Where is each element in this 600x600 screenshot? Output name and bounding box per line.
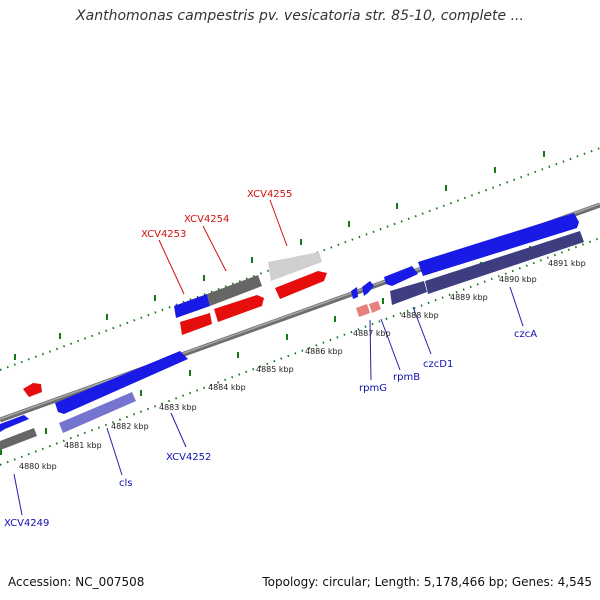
gene-label[interactable]: rpmB (393, 372, 420, 383)
gene-arrow-cls[interactable] (55, 351, 188, 414)
gene-arrow-czcD1[interactable] (384, 266, 418, 286)
gene-arrow-XCV4254[interactable] (207, 275, 262, 306)
gene-label[interactable]: XCV4249 (4, 518, 49, 529)
rna-feature-rpmG[interactable] (356, 304, 370, 317)
feature-bar-cls[interactable] (59, 392, 136, 433)
gene-label[interactable]: rpmG (359, 383, 387, 394)
gene-arrow-XCV4253[interactable] (174, 294, 210, 318)
gene-features[interactable] (0, 213, 584, 450)
tick-label: 4885 kbp (256, 365, 294, 374)
gene-arrow-XCV4249[interactable] (0, 415, 29, 432)
feature-bar-czcA[interactable] (425, 231, 584, 294)
rna-feature-rpmB[interactable] (369, 301, 381, 313)
gene-label[interactable]: XCV4254 (184, 214, 229, 225)
tick-label: 4880 kbp (19, 462, 57, 471)
dotted-track-upper (0, 147, 600, 371)
gene-arrow-rpmG[interactable] (351, 287, 358, 299)
dotted-track-lower (0, 237, 600, 466)
gene-label[interactable]: cls (119, 478, 133, 489)
tick-label: 4891 kbp (548, 259, 586, 268)
gene-label[interactable]: czcA (514, 329, 537, 340)
accession-label: Accession: NC_007508 (8, 575, 145, 589)
gene-label[interactable]: XCV4253 (141, 229, 186, 240)
tick-label: 4888 kbp (401, 311, 439, 320)
tick-label: 4883 kbp (159, 403, 197, 412)
major-ticks-upper (14, 151, 545, 360)
gene-arrow-small-reverse[interactable] (23, 383, 42, 397)
gene-labels: XCV4249 cls XCV4252 XCV4253 XCV4254 XCV4255 rp… (4, 189, 537, 529)
tick-label: 4890 kbp (499, 275, 537, 284)
position-tick-labels: 4880 kbp 4881 kbp 4882 kbp 4883 kbp 4884 kbp… (19, 259, 586, 471)
genome-summary: Topology: circular; Length: 5,178,466 bp… (262, 575, 592, 589)
map-title: Xanthomonas campestris pv. vesicatoria s… (76, 8, 524, 24)
gene-label[interactable]: czcD1 (423, 359, 453, 370)
tick-label: 4881 kbp (64, 441, 102, 450)
gene-arrow-reverse-c[interactable] (275, 271, 327, 299)
gene-leader-lines (13, 199, 524, 516)
feature-bar-XCV4249[interactable] (0, 428, 37, 450)
gene-arrow-rpmB[interactable] (362, 281, 374, 296)
tick-label: 4884 kbp (208, 383, 246, 392)
tick-label: 4886 kbp (305, 347, 343, 356)
gene-label[interactable]: XCV4252 (166, 452, 211, 463)
tick-label: 4887 kbp (353, 329, 391, 338)
feature-bar-czcD1[interactable] (390, 281, 427, 305)
gene-arrow-czcA[interactable] (418, 213, 579, 276)
tick-label: 4882 kbp (111, 422, 149, 431)
gene-label[interactable]: XCV4255 (247, 189, 292, 200)
tick-label: 4889 kbp (450, 293, 488, 302)
gene-arrow-XCV4255[interactable] (268, 252, 322, 281)
gene-arrow-reverse-a[interactable] (180, 313, 212, 335)
gene-arrow-reverse-b[interactable] (214, 295, 264, 322)
